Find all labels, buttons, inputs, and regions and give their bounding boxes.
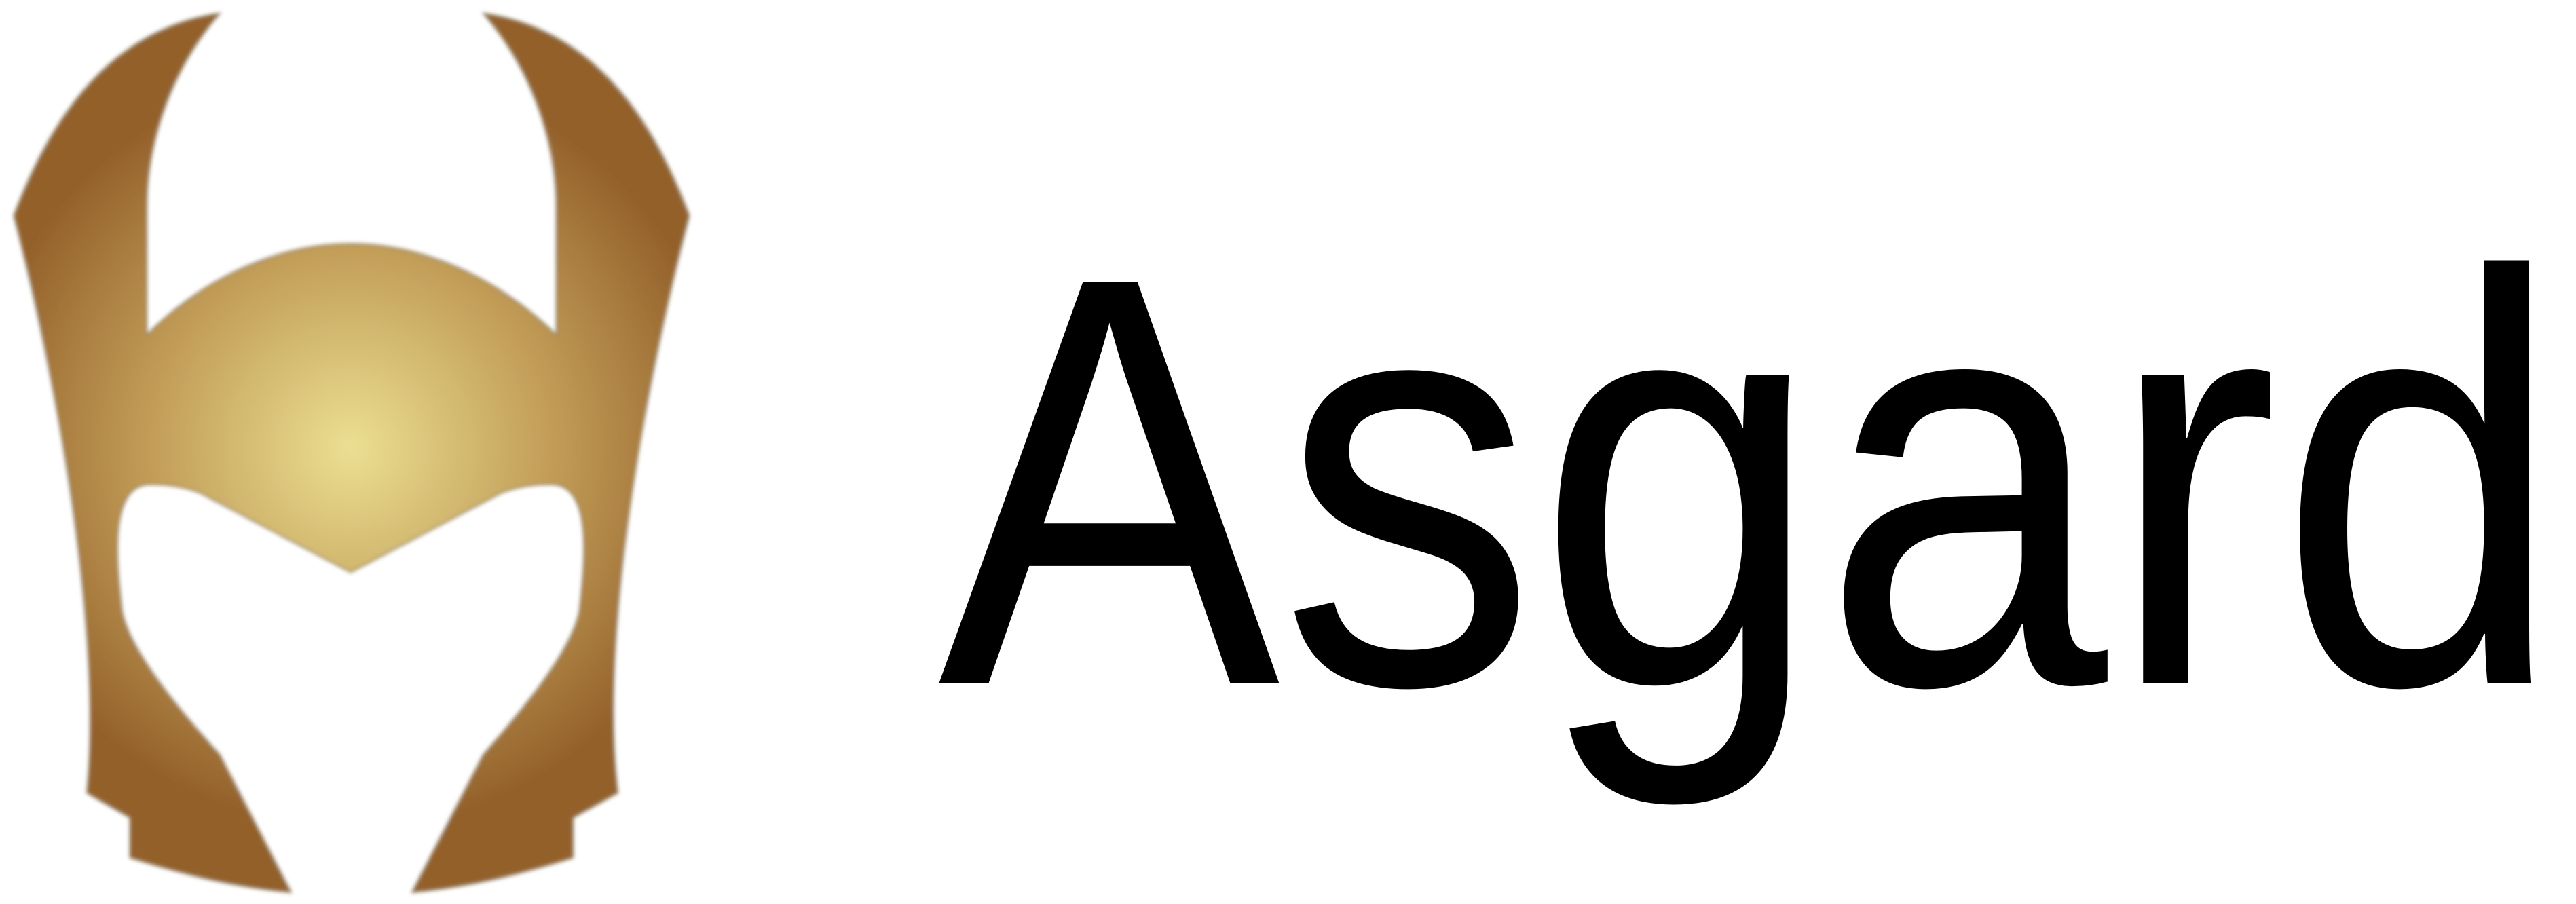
helmet-shape	[13, 12, 690, 894]
logo-text: Asgard	[938, 155, 2564, 811]
helmet-icon	[13, 12, 690, 894]
